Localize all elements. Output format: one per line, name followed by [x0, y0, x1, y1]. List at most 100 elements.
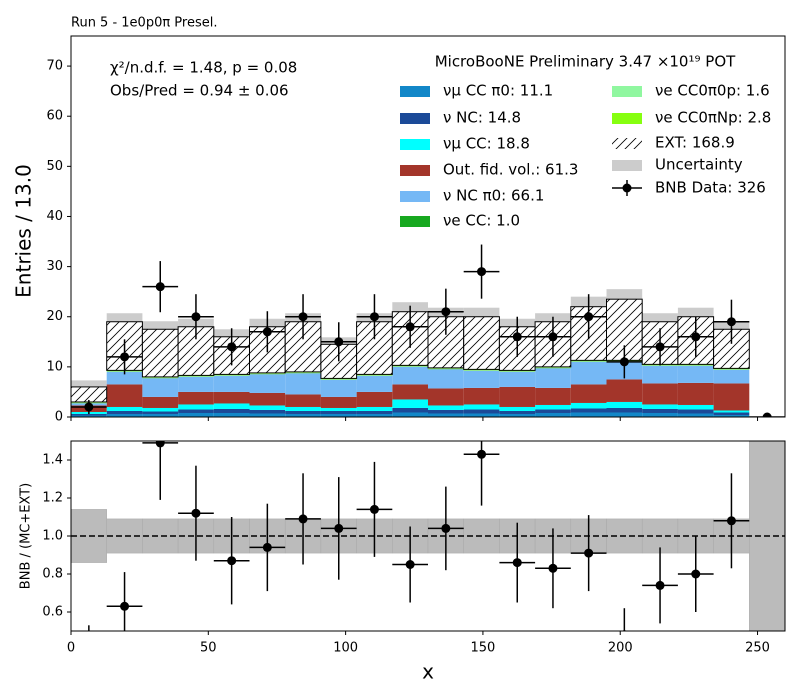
data-point: [262, 327, 272, 337]
stack-segment: [142, 407, 179, 412]
stack-segment: [499, 386, 536, 407]
stack-segment: [106, 410, 143, 414]
stack-segment: [713, 383, 750, 411]
stack-segment: [320, 396, 357, 408]
stack-segment: [499, 371, 536, 387]
legend-label: Uncertainty: [655, 156, 743, 174]
data-point: [334, 523, 344, 533]
stack-segment: [249, 413, 286, 417]
stack-segment: [677, 404, 714, 410]
stack-segment: [463, 370, 500, 388]
stack-segment: [428, 368, 464, 370]
stack-segment: [428, 369, 464, 389]
stack-segment: [285, 372, 321, 374]
legend-swatch: [612, 86, 642, 97]
stack-segment: [535, 409, 571, 413]
legend-label: νe CC0πNp: 2.8: [655, 109, 771, 127]
stack-segment: [677, 365, 714, 366]
stack-segment: [213, 375, 250, 392]
legend-title: MicroBooNE Preliminary 3.47 ×10¹⁹ POT: [435, 53, 736, 71]
stack-segment: [320, 413, 357, 417]
stack-segment: [178, 376, 214, 392]
axes-decor: 0 10 20 30 40 50 60 70 0.6 0.8 1.0 1.2 1.4 0 50 100 150 2…: [42, 59, 770, 656]
stack-segment: [71, 386, 108, 403]
legend-label: νe CC: 1.0: [443, 212, 520, 230]
data-point: [441, 523, 451, 533]
stack-segment: [642, 404, 678, 409]
stack-segment: [499, 413, 536, 417]
stack-segment: [713, 412, 750, 415]
legend-swatch: [400, 165, 430, 176]
x-tick-label: 250: [745, 641, 770, 656]
stack-segment: [642, 365, 678, 384]
stack-segment: [285, 410, 321, 414]
data-point: [512, 558, 522, 568]
data-point: [512, 332, 522, 342]
stack-segment: [428, 409, 464, 414]
stack-segment: [463, 409, 500, 414]
legend-swatch: [400, 86, 430, 97]
y-axis-label: BNB / (MC+EXT): [19, 483, 34, 589]
stack-segment: [356, 391, 393, 407]
stack-segment: [713, 369, 750, 370]
annotation: χ²/n.d.f. = 1.48, p = 0.08: [110, 59, 297, 77]
stack-segment: [570, 402, 607, 409]
stack-segment: [570, 361, 607, 385]
data-point: [584, 312, 594, 322]
stack-segment: [463, 404, 500, 410]
data-point: [441, 307, 451, 317]
data-point: [120, 601, 130, 611]
stack-segment: [356, 410, 393, 414]
stack-segment: [713, 369, 750, 384]
stack-segment: [713, 414, 750, 417]
data-point: [548, 332, 558, 342]
data-point: [120, 352, 130, 362]
data-point: [619, 357, 629, 367]
data-point: [191, 312, 201, 322]
y-tick-label: 1.0: [42, 529, 63, 544]
stack-segment: [106, 384, 143, 407]
y-tick-label: 70: [46, 59, 63, 74]
data-point: [762, 412, 772, 417]
stack-segment: [428, 405, 464, 410]
data-point: [155, 282, 165, 292]
stack-segment: [499, 410, 536, 414]
stack-segment: [249, 392, 286, 406]
x-tick-label: 200: [608, 641, 633, 656]
legend-swatch: [622, 183, 632, 193]
data-point: [227, 556, 237, 566]
data-point: [191, 508, 201, 518]
legend-label: Out. fid. vol.: 61.3: [443, 161, 578, 179]
y-tick-label: 0.8: [42, 567, 63, 582]
stack-segment: [285, 394, 321, 407]
annotation: Obs/Pred = 0.94 ± 0.06: [110, 82, 289, 100]
stack-segment: [178, 409, 214, 413]
stack-segment: [213, 375, 250, 376]
stack-segment: [142, 396, 179, 408]
stack-segment: [356, 413, 393, 417]
data-point: [298, 514, 308, 524]
data-point: [691, 569, 701, 579]
stack-segment: [71, 415, 107, 417]
stack-segment: [463, 413, 500, 417]
stack-segment: [320, 379, 357, 380]
stack-segment: [463, 370, 500, 371]
legend: νμ CC π0: 11.1 ν NC: 14.8 νμ CC: 18.8 Out. …: [400, 82, 771, 230]
data-point: [262, 542, 272, 552]
stack-segment: [213, 408, 250, 413]
stack-segment: [142, 411, 179, 414]
data-point: [584, 548, 594, 558]
legend-label: EXT: 168.9: [655, 134, 735, 152]
data-point: [155, 441, 165, 448]
stack-segment: [106, 371, 143, 385]
stack-segment: [178, 391, 214, 405]
axes-frame: [70, 440, 786, 632]
stack-segment: [606, 407, 643, 413]
stack-segment: [213, 391, 250, 404]
stack-segment: [535, 404, 571, 410]
stack-segment: [392, 399, 428, 408]
y-tick-label: 0.6: [42, 605, 63, 620]
legend-label: ν NC: 14.8: [443, 109, 521, 127]
data-point: [477, 267, 487, 277]
stack-segment: [320, 407, 357, 411]
